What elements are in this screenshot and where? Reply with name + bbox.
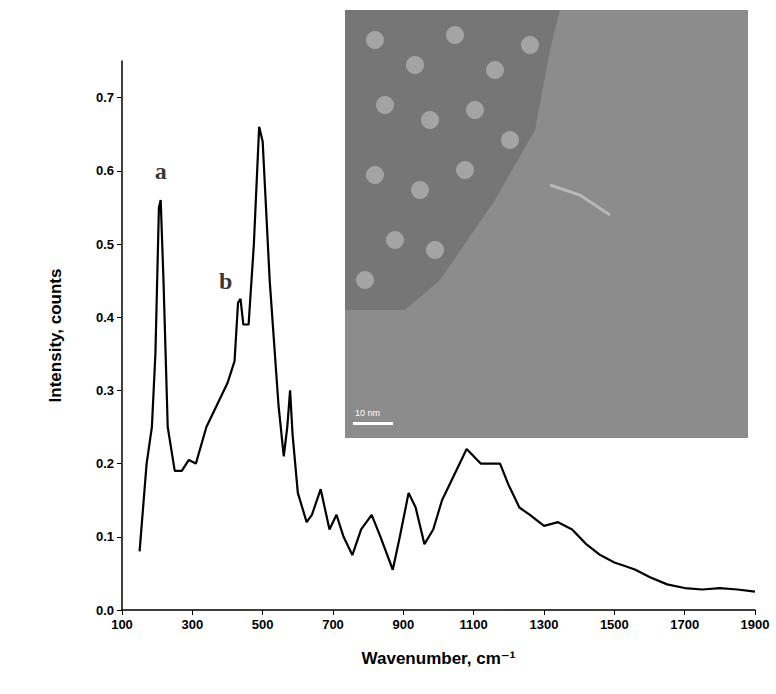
svg-text:300: 300 [181,617,203,632]
svg-text:Intensity, counts: Intensity, counts [46,269,65,403]
svg-text:0.4: 0.4 [96,310,115,325]
svg-text:0.6: 0.6 [96,163,114,178]
svg-text:100: 100 [111,617,133,632]
svg-text:10 nm: 10 nm [355,408,380,418]
svg-text:500: 500 [252,617,274,632]
svg-text:1100: 1100 [460,617,488,632]
svg-text:700: 700 [322,617,344,632]
svg-text:1700: 1700 [670,617,699,632]
svg-text:1500: 1500 [600,617,629,632]
svg-text:0.0: 0.0 [96,603,114,618]
svg-text:0.3: 0.3 [96,383,114,398]
svg-text:Wavenumber, cm⁻¹: Wavenumber, cm⁻¹ [362,649,516,668]
svg-text:0.1: 0.1 [96,529,114,544]
svg-text:a: a [155,158,167,184]
svg-text:b: b [219,268,232,294]
svg-text:0.2: 0.2 [96,456,114,471]
svg-text:0.5: 0.5 [96,237,114,252]
svg-text:1300: 1300 [530,617,559,632]
svg-text:900: 900 [392,617,414,632]
svg-text:0.7: 0.7 [96,90,114,105]
svg-text:1900: 1900 [741,617,770,632]
